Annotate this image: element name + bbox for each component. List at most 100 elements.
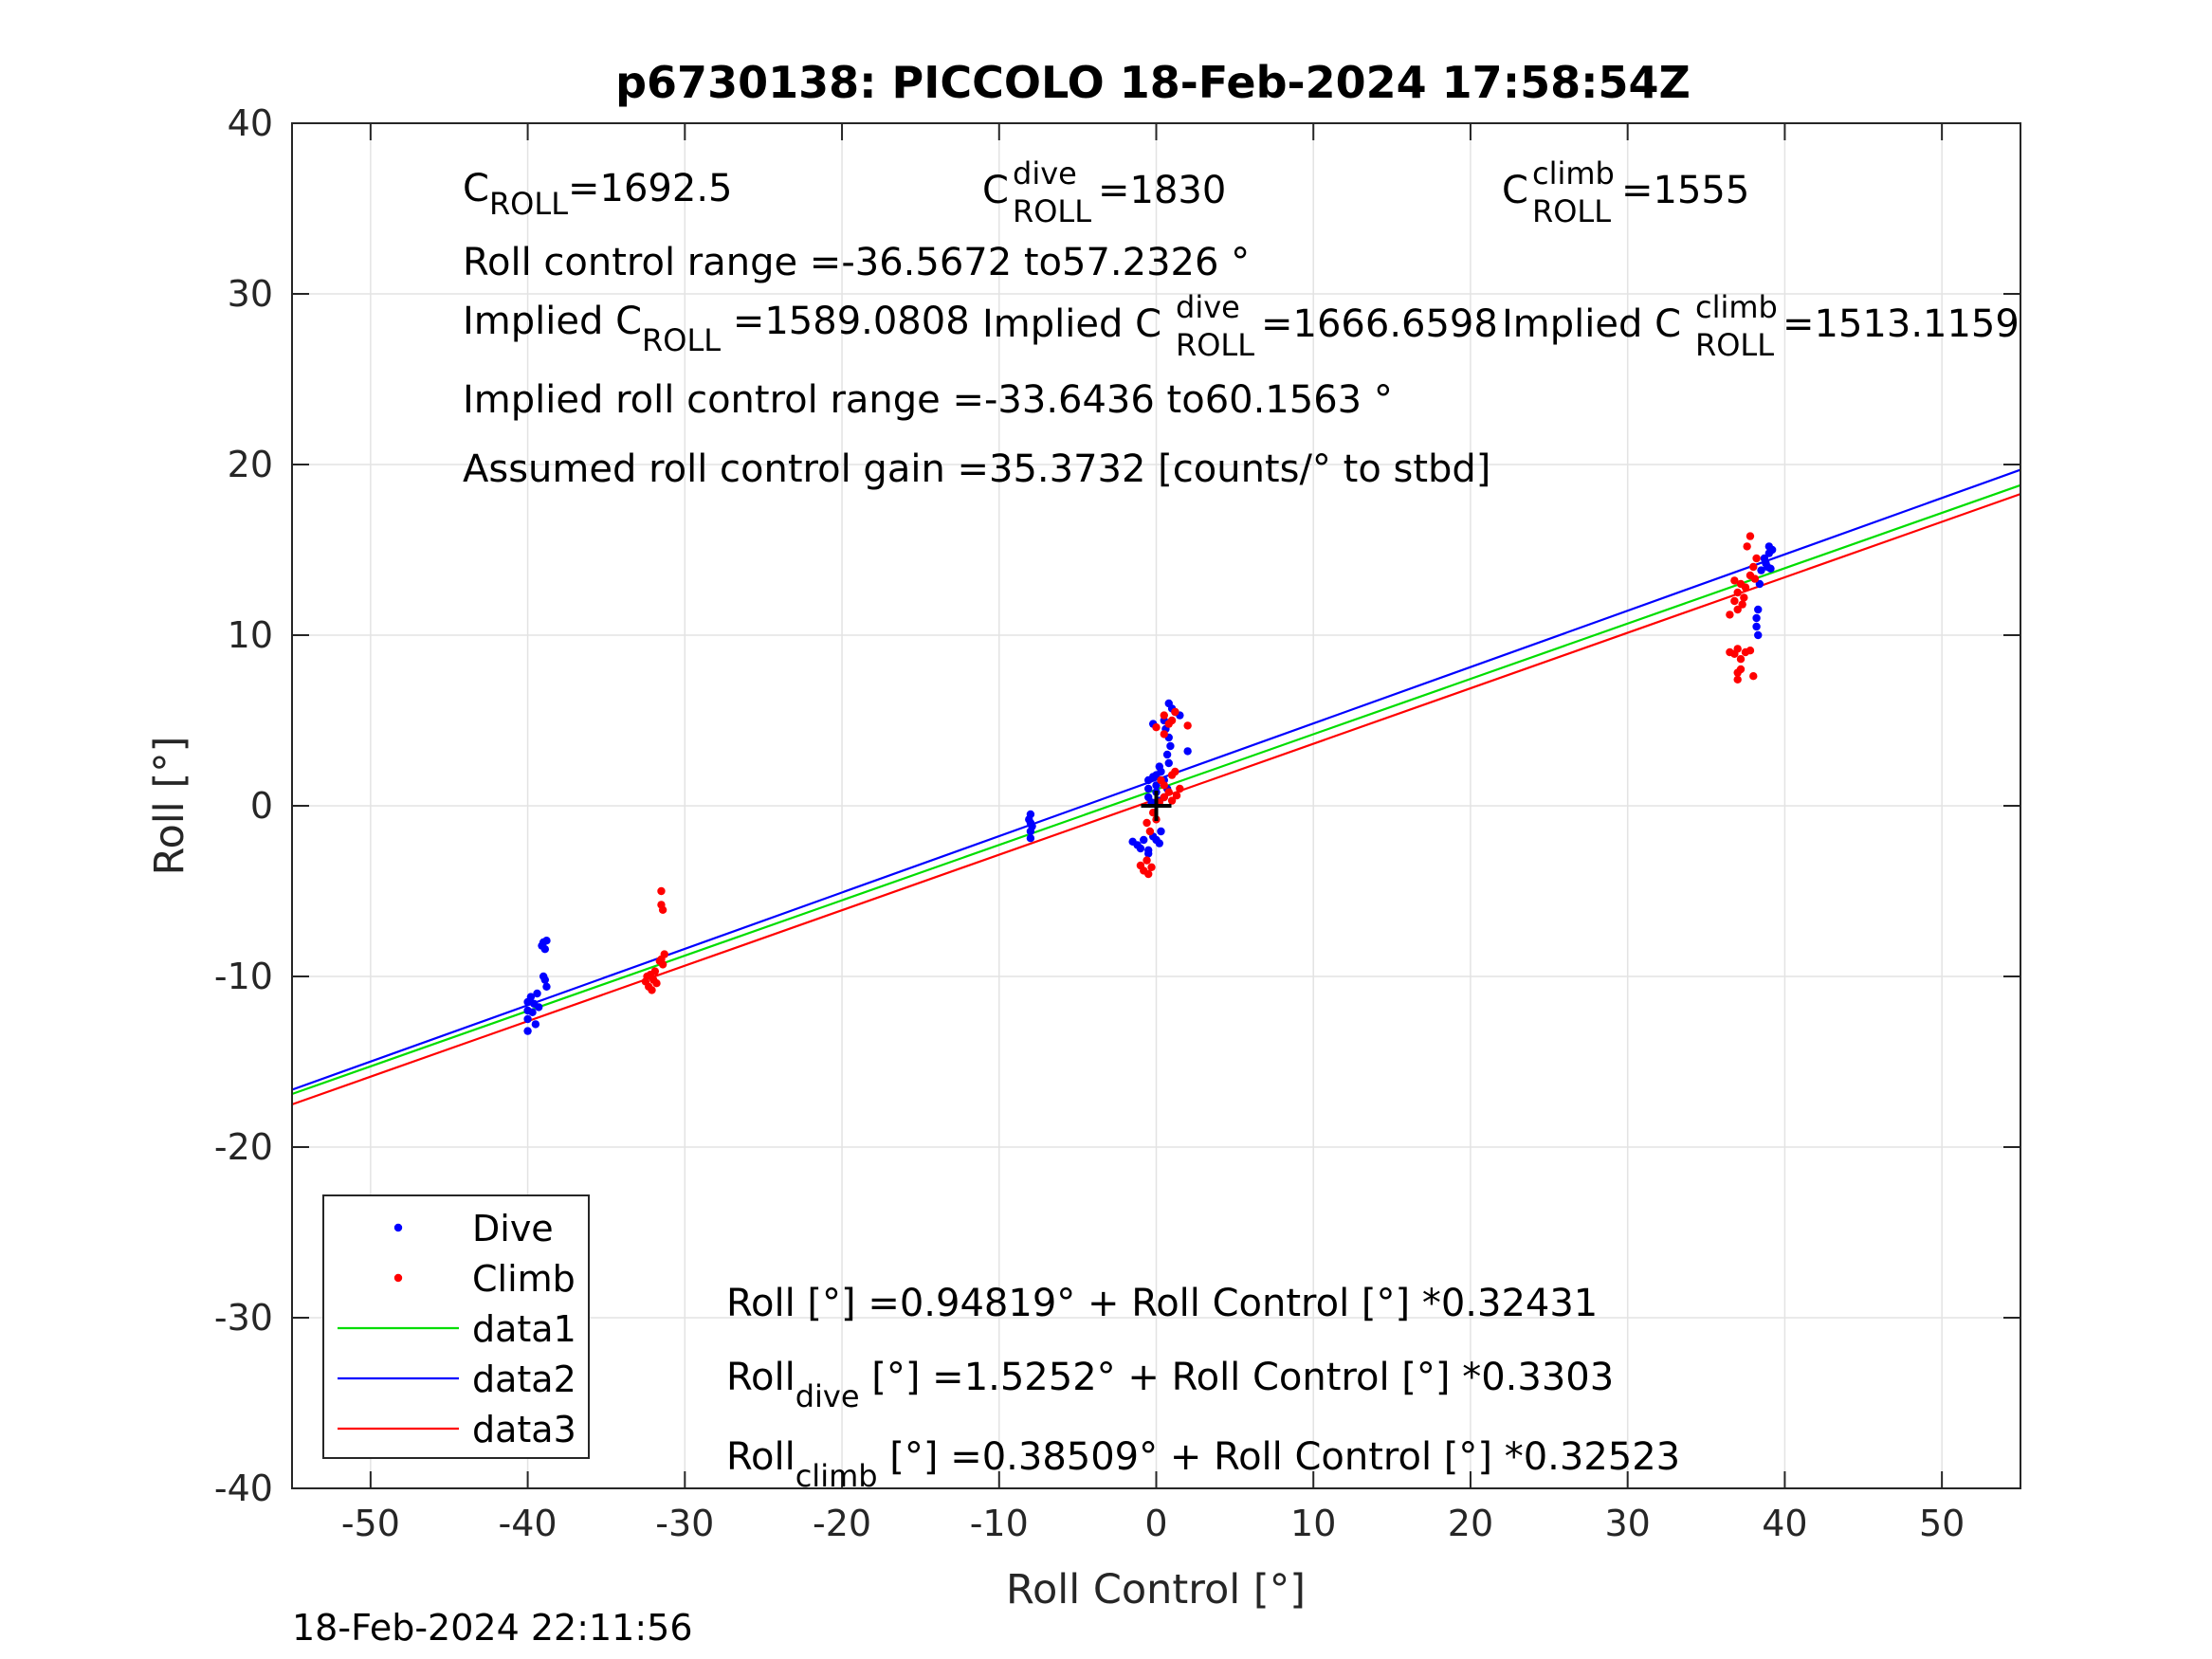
y-tick-label: 20 <box>228 444 273 485</box>
dive-point <box>523 1027 532 1035</box>
y-tick-label: 0 <box>250 785 273 827</box>
climb-point <box>1736 665 1746 674</box>
climb-point <box>1172 792 1181 800</box>
fit-dive-main: Roll <box>726 1356 795 1399</box>
implied-c-roll-main: Implied C <box>463 300 642 343</box>
legend-label-dive: Dive <box>472 1208 554 1249</box>
climb-point <box>1160 793 1168 802</box>
dive-point <box>1754 605 1763 614</box>
implied-c-roll-value: =1589.0808 <box>721 300 970 343</box>
c-roll-dive-sub: ROLL <box>1013 193 1091 229</box>
implied-c-roll-dive-sub: ROLL <box>1176 327 1254 363</box>
c-roll-main: C <box>463 167 489 210</box>
climb-point <box>1746 647 1755 655</box>
dive-point <box>1155 762 1164 771</box>
dive-point <box>1028 822 1036 830</box>
c-roll-climb-annotation: C <box>1502 169 1528 212</box>
climb-point <box>648 986 656 994</box>
dive-point <box>1025 815 1033 824</box>
implied-c-roll-dive-sup: dive <box>1176 289 1240 325</box>
c-roll-dive-main: C <box>982 169 1009 212</box>
implied-c-roll-dive-value: =1666.6598 <box>1261 302 1498 346</box>
x-tick-label: -30 <box>655 1503 714 1544</box>
climb-point <box>1171 767 1179 776</box>
roll-range-annotation: Roll control range =-36.5672 to57.2326 ° <box>463 241 1250 284</box>
timestamp: 18-Feb-2024 22:11:56 <box>292 1607 693 1649</box>
c-roll-climb-sub: ROLL <box>1532 193 1611 229</box>
dive-point <box>1144 846 1153 854</box>
climb-point <box>657 955 666 964</box>
dive-point <box>1755 579 1764 589</box>
climb-point <box>1752 554 1761 563</box>
dive-point <box>526 993 536 1001</box>
climb-point <box>1733 645 1742 653</box>
c-roll-dive-sup: dive <box>1013 155 1077 191</box>
climb-point <box>1176 784 1184 793</box>
legend-marker-climb <box>393 1273 403 1283</box>
implied-c-roll-sub: ROLL <box>642 322 721 358</box>
climb-point <box>643 972 651 981</box>
x-tick-label: -10 <box>970 1503 1029 1544</box>
gain-annotation: Assumed roll control gain =35.3732 [coun… <box>463 447 1490 491</box>
dive-point <box>523 1014 532 1024</box>
y-tick-label: -30 <box>214 1297 273 1339</box>
legend-label-data3: data3 <box>472 1409 576 1450</box>
legend-box <box>322 1194 590 1459</box>
c-roll-value: =1692.5 <box>568 167 732 210</box>
dive-point <box>1760 554 1769 563</box>
dive-point <box>1166 741 1175 751</box>
implied-c-roll-climb-main: Implied C <box>1502 302 1681 346</box>
dive-point <box>1144 784 1153 793</box>
climb-point <box>1736 655 1746 664</box>
climb-point <box>1749 672 1758 681</box>
implied-range-annotation: Implied roll control range =-33.6436 to6… <box>463 378 1393 422</box>
climb-point <box>658 905 667 914</box>
climb-point <box>1746 532 1755 540</box>
dive-point <box>1140 835 1148 845</box>
implied-c-roll-annotation: Implied CROLL =1589.0808 <box>463 300 970 358</box>
climb-point <box>1740 593 1748 602</box>
legend-label-data1: data1 <box>472 1308 576 1350</box>
dive-point <box>1767 545 1777 555</box>
fit-climb-rest: [°] =0.38509° + Roll Control [°] *0.3252… <box>878 1435 1681 1479</box>
fit-all-annotation: Roll [°] =0.94819° + Roll Control [°] *0… <box>726 1282 1598 1325</box>
dive-point <box>1136 844 1145 853</box>
climb-point <box>1167 796 1177 805</box>
c-roll-annotation: CROLL=1692.5 <box>463 167 733 222</box>
y-tick-label: -10 <box>214 956 273 997</box>
dive-point <box>1183 747 1192 756</box>
dive-point <box>1152 781 1161 790</box>
dive-point <box>542 982 551 992</box>
x-tick-label: -50 <box>341 1503 400 1544</box>
fit-dive-annotation: Rolldive [°] =1.5252° + Roll Control [°]… <box>726 1356 1614 1414</box>
climb-point <box>1164 720 1173 728</box>
legend-label-climb: Climb <box>472 1258 576 1300</box>
x-tick-label: -20 <box>813 1503 871 1544</box>
climb-point <box>1730 596 1739 606</box>
fit-climb-annotation: Rollclimb [°] =0.38509° + Roll Control [… <box>726 1435 1680 1494</box>
implied-c-roll-climb-sub: ROLL <box>1695 327 1774 363</box>
climb-point <box>1157 775 1165 785</box>
dive-point <box>1164 758 1173 768</box>
dive-point <box>1148 773 1158 781</box>
dive-point <box>1152 835 1161 845</box>
dive-point <box>538 941 546 950</box>
climb-point <box>1160 711 1168 720</box>
climb-point <box>1160 730 1168 738</box>
climb-point <box>1143 856 1151 865</box>
c-roll-climb-value: =1555 <box>1621 169 1749 212</box>
climb-point <box>1743 542 1751 551</box>
climb-point <box>1733 605 1742 614</box>
dive-point <box>1026 834 1035 843</box>
c-roll-climb-main: C <box>1502 169 1528 212</box>
y-tick-label: 30 <box>228 273 273 315</box>
dive-point <box>1162 750 1172 759</box>
fit-line-data2 <box>292 468 2020 1091</box>
series-layer <box>292 468 2020 1106</box>
legend-marker-dive <box>393 1223 403 1232</box>
c-roll-climb-sup: climb <box>1532 155 1615 191</box>
climb-point <box>652 979 661 988</box>
dive-point <box>1763 562 1772 572</box>
y-tick-label: 10 <box>228 614 273 656</box>
